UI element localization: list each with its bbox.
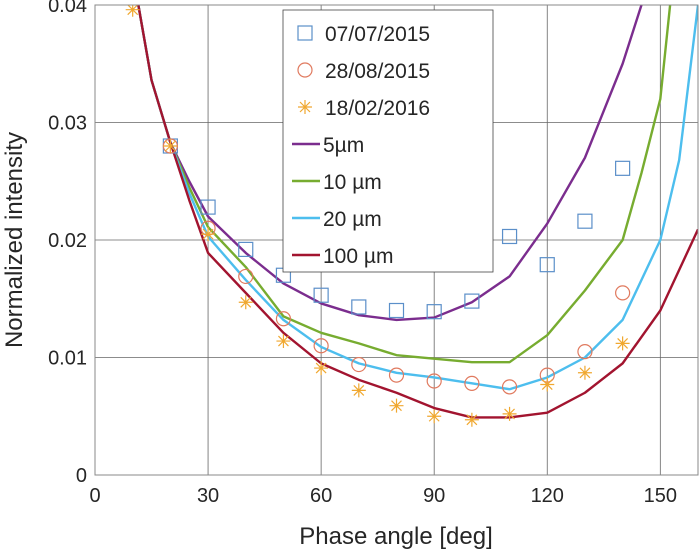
y-axis-label: Normalized intensity <box>1 132 28 348</box>
data-point-asterisk <box>615 336 630 351</box>
data-point-circle <box>351 356 367 373</box>
data-point-circle <box>238 268 254 285</box>
legend-label: 07/07/2015 <box>325 23 430 46</box>
data-point-square <box>464 293 480 309</box>
data-point-square <box>577 213 593 229</box>
data-point-circle <box>275 311 292 327</box>
data-point-asterisk <box>125 5 140 17</box>
data-point-circle <box>501 379 518 395</box>
data-point-asterisk <box>351 383 366 398</box>
data-point-asterisk <box>577 365 592 380</box>
data-point-asterisk <box>238 295 253 310</box>
legend-label: 20 µm <box>323 208 382 231</box>
data-point-asterisk <box>163 139 178 153</box>
y-tick-label: 0 <box>76 465 87 487</box>
x-tick-label: 90 <box>423 485 445 507</box>
legend-label: 5µm <box>323 134 364 157</box>
data-point-square <box>615 160 631 176</box>
data-point-asterisk <box>389 398 404 413</box>
legend-box <box>282 9 494 273</box>
x-tick-label: 150 <box>644 485 677 507</box>
legend-marker-asterisk <box>298 100 312 114</box>
y-tick-label: 0.04 <box>48 0 87 17</box>
y-tick-label: 0.03 <box>48 113 87 135</box>
legend: 07/07/2015 28/08/2015 18/02/2016 5µm 10 µm 20… <box>282 9 494 273</box>
data-point-circle <box>577 344 593 360</box>
data-point-square <box>501 228 518 245</box>
data-point-square <box>539 257 555 273</box>
y-tick-label: 0.01 <box>48 348 87 370</box>
line-series <box>137 5 698 419</box>
data-point-circle <box>313 338 329 354</box>
data-point-circle <box>388 367 405 383</box>
line-series <box>137 5 698 391</box>
data-point-asterisk <box>464 412 479 427</box>
x-tick-label: 30 <box>197 485 219 507</box>
data-point-asterisk <box>314 361 329 376</box>
data-point-square <box>388 302 405 319</box>
data-point-square <box>238 241 254 257</box>
data-point-asterisk <box>540 377 555 392</box>
axes: 0 30 60 90 120 150 0 0.01 0.02 0.03 0.04 <box>48 0 699 507</box>
data-point-square <box>426 304 442 320</box>
y-tick-label: 0.02 <box>48 230 87 252</box>
legend-label: 18/02/2016 <box>325 97 430 120</box>
x-tick-label: 120 <box>531 485 564 507</box>
x-tick-label: 0 <box>89 485 100 507</box>
legend-label: 100 µm <box>323 245 393 268</box>
data-point-square <box>200 199 216 215</box>
x-tick-label: 60 <box>310 485 332 507</box>
x-axis-label: Phase angle [deg] <box>299 523 493 550</box>
data-point-circle <box>615 285 631 301</box>
data-point-asterisk <box>502 406 517 421</box>
data-point-circle <box>426 373 442 389</box>
legend-marker-square <box>297 25 313 41</box>
axes-frame <box>94 4 699 476</box>
legend-label: 28/08/2015 <box>325 60 430 83</box>
data-point-asterisk <box>201 227 216 242</box>
legend-marker-circle <box>297 62 313 78</box>
data-point-asterisk <box>276 334 291 349</box>
scatter-series <box>125 5 630 427</box>
legend-label: 10 µm <box>323 171 382 194</box>
line-series <box>137 5 672 364</box>
line-series <box>137 5 643 322</box>
data-point-square <box>351 299 367 315</box>
data-point-square <box>313 287 329 303</box>
data-point-asterisk <box>427 409 442 424</box>
data-point-circle <box>464 375 480 391</box>
